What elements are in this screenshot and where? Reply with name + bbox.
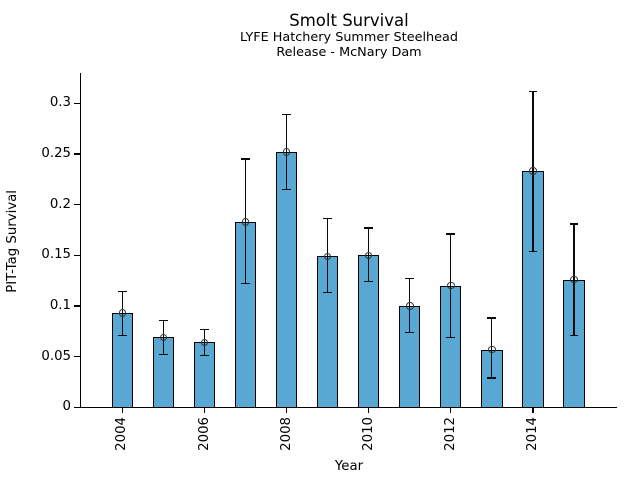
y-tick-label-0.15: 0.15 — [41, 247, 71, 263]
marker-2004 — [118, 309, 127, 317]
y-tick-label-0: 0 — [62, 399, 71, 415]
x-tick-label-2008: 2008 — [278, 417, 294, 451]
x-tick-2014 — [532, 407, 534, 414]
y-tick-label-0.05: 0.05 — [41, 348, 71, 364]
marker-2009 — [323, 252, 332, 261]
x-tick-label-2006: 2006 — [196, 417, 212, 451]
y-tick-label-0.25: 0.25 — [41, 145, 71, 161]
x-tick-label-2004: 2004 — [114, 417, 130, 451]
chart-title: Smolt Survival — [289, 11, 409, 30]
y-tick-label-0.2: 0.2 — [49, 196, 71, 212]
error-cap-top-2013 — [487, 317, 497, 319]
y-tick-0.25 — [74, 153, 80, 155]
x-axis-spine — [80, 406, 617, 408]
error-cap-top-2011 — [405, 277, 415, 280]
error-cap-top-2005 — [159, 319, 168, 321]
error-cap-bottom-2014 — [528, 250, 538, 252]
error-cap-top-2007 — [241, 158, 250, 160]
x-tick-2010 — [368, 407, 370, 414]
error-cap-top-2012 — [446, 233, 456, 235]
y-tick-0.2 — [74, 203, 80, 206]
x-axis-label: Year — [334, 459, 364, 474]
error-cap-bottom-2009 — [323, 292, 333, 294]
y-tick-label-0.1: 0.1 — [49, 297, 71, 313]
error-cap-bottom-2013 — [487, 377, 497, 379]
error-cap-top-2015 — [569, 223, 579, 225]
x-tick-2004 — [121, 407, 124, 414]
error-cap-top-2009 — [323, 218, 333, 220]
y-axis-spine — [80, 73, 82, 408]
y-tick-0 — [74, 406, 80, 408]
y-tick-label-0.3: 0.3 — [49, 95, 71, 111]
chart-subtitle-line2: Release - McNary Dam — [276, 45, 422, 60]
error-cap-bottom-2010 — [364, 281, 374, 283]
marker-2011 — [405, 302, 414, 310]
error-cap-bottom-2004 — [118, 334, 127, 336]
marker-2007 — [241, 218, 250, 226]
marker-2013 — [488, 345, 496, 354]
marker-2015 — [570, 275, 578, 284]
error-cap-bottom-2015 — [569, 334, 579, 336]
x-tick-2012 — [450, 407, 452, 414]
y-tick-0.1 — [74, 305, 80, 307]
error-cap-bottom-2006 — [200, 354, 209, 357]
error-cap-bottom-2007 — [241, 283, 250, 285]
error-cap-top-2004 — [118, 291, 127, 293]
chart-subtitle-line1: LYFE Hatchery Summer Steelhead — [240, 30, 458, 45]
y-tick-0.15 — [74, 254, 80, 256]
error-cap-top-2006 — [200, 328, 209, 330]
x-tick-2008 — [285, 407, 288, 414]
error-cap-bottom-2005 — [159, 353, 168, 356]
error-cap-bottom-2011 — [405, 331, 415, 333]
marker-2010 — [364, 251, 373, 260]
x-tick-label-2012: 2012 — [442, 417, 458, 451]
y-tick-0.05 — [74, 355, 80, 358]
marker-2014 — [529, 167, 537, 175]
error-cap-top-2008 — [282, 113, 291, 116]
marker-2005 — [159, 333, 168, 342]
error-cap-bottom-2008 — [282, 188, 291, 191]
error-cap-top-2014 — [528, 90, 538, 92]
x-tick-2006 — [203, 407, 206, 414]
bar-2008 — [275, 151, 298, 408]
marker-2008 — [282, 148, 291, 156]
y-tick-0.3 — [74, 102, 80, 104]
marker-2012 — [447, 281, 455, 290]
error-cap-top-2010 — [364, 227, 374, 229]
marker-2006 — [200, 338, 209, 347]
x-tick-label-2014: 2014 — [524, 417, 540, 451]
error-cap-bottom-2012 — [446, 336, 456, 339]
x-tick-label-2010: 2010 — [360, 417, 376, 451]
